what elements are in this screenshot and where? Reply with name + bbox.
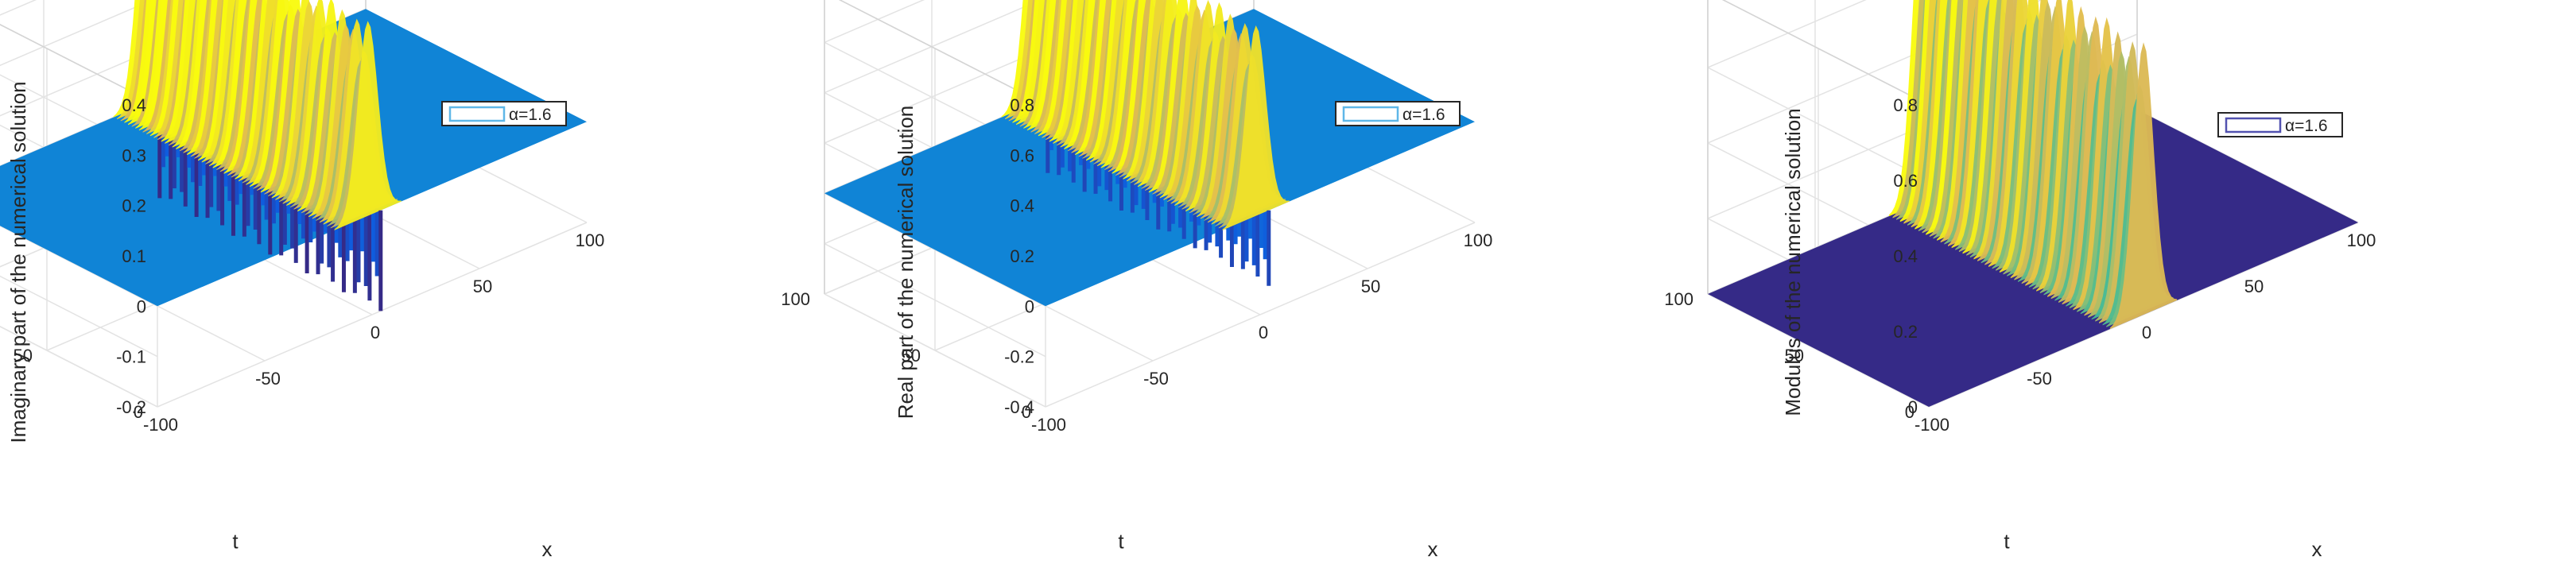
legend: α=1.6 (1335, 101, 1461, 126)
grid-line (824, 0, 925, 44)
x-tick-label: 100 (2347, 230, 2376, 250)
surface-mesh (824, 0, 1475, 307)
x-tick-label: 50 (2244, 277, 2264, 296)
t-axis-label: t (1118, 529, 1124, 553)
z-tick-label: 0.4 (1893, 246, 1918, 266)
axes-box-edge (1721, 0, 1930, 106)
z-axis-label: Imaginary part of the numerical solution (6, 81, 30, 443)
grid-line (1045, 222, 1476, 408)
z-tick-label: 0 (1025, 296, 1034, 316)
t-tick-label: 100 (1664, 289, 1693, 309)
x-tick-label: 0 (370, 323, 380, 342)
x-tick-label: 50 (1361, 277, 1380, 296)
surface-plot-imaginary: -0.2-0.100.10.20.30.4-100-50050100050100… (0, 0, 604, 561)
grid-line (157, 222, 588, 408)
axes-box-edge (838, 0, 1046, 106)
z-axis-label: Modulus of the numerical solution (1781, 108, 1805, 416)
z-tick-label: 0.6 (1893, 171, 1918, 191)
x-tick-label: -100 (1915, 415, 1949, 435)
x-tick-label: -50 (2027, 369, 2052, 389)
z-tick-label: 0.8 (1893, 95, 1918, 115)
z-tick-label: 0.1 (122, 246, 146, 266)
axes-box-edge (0, 24, 158, 106)
legend-swatch (2225, 117, 2282, 133)
t-axis-label: t (232, 529, 239, 553)
legend-label: α=1.6 (1402, 106, 1445, 124)
x-axis-label: x (2312, 537, 2322, 561)
z-tick-label: 0.4 (1010, 196, 1034, 216)
z-tick-label: 0.2 (122, 196, 146, 216)
surface-plot-real: -0.4 -0.2 0 0.2 0.4 0.6 0.8 -100 -50 0 50 100 0 50 100… (781, 0, 1492, 561)
z-tick-label: 0.8 (1010, 95, 1034, 115)
z-tick-label: 0.3 (122, 145, 146, 165)
x-tick-label: -100 (1031, 415, 1066, 435)
t-tick-label: 0 (1022, 402, 1031, 422)
x-tick-label: 50 (473, 277, 492, 296)
z-tick-label: 0.6 (1010, 145, 1034, 165)
z-tick-label: 0.2 (1010, 246, 1034, 266)
legend-label: α=1.6 (509, 106, 552, 124)
x-tick-label: -50 (1143, 369, 1169, 389)
z-tick-label: 0 (1908, 397, 1918, 417)
z-axis-label: Real part of the numerical solution (894, 106, 918, 420)
t-tick-label: 50 (902, 346, 921, 366)
surface-mesh (1708, 0, 2358, 407)
x-tick-label: 0 (2142, 323, 2151, 342)
x-axis-label: x (1428, 537, 1438, 561)
x-tick-label: 100 (1464, 230, 1493, 250)
z-tick-label: 0.2 (1893, 322, 1918, 342)
x-tick-label: -100 (143, 415, 178, 435)
z-tick-label: -0.2 (1004, 347, 1034, 367)
z-tick-label: -0.1 (116, 347, 146, 367)
legend-swatch (1342, 106, 1399, 122)
surface-strip (2109, 42, 2178, 330)
tick-labels: -0.4 -0.2 0 0.2 0.4 0.6 0.8 -100 -50 0 50 100 0 50 100 (781, 95, 1492, 435)
t-axis-label: t (2004, 529, 2010, 553)
x-tick-label: -50 (255, 369, 281, 389)
legend: α=1.6 (2217, 112, 2343, 137)
z-tick-label: 0 (137, 296, 146, 316)
t-tick-label: 50 (14, 346, 33, 366)
z-tick-label: -0.4 (1004, 397, 1034, 417)
t-tick-label: 100 (781, 289, 810, 309)
surface-strip (334, 21, 402, 230)
t-tick-label: 0 (1905, 402, 1915, 422)
x-axis-label: x (542, 537, 553, 561)
surface-mesh (0, 0, 587, 311)
z-tick-label: 0.4 (122, 95, 146, 115)
t-tick-label: 0 (134, 402, 143, 422)
grid-line (0, 0, 37, 16)
x-tick-label: 0 (1259, 323, 1268, 342)
z-tick-label: -0.2 (116, 397, 146, 417)
legend: α=1.6 (441, 101, 567, 126)
x-tick-label: 100 (576, 230, 605, 250)
legend-swatch (448, 106, 506, 122)
surface-plot-modulus: 0 0.2 0.4 0.6 0.8 -100 -50 0 50 100 0 50 100 Modulus … (1664, 0, 2376, 561)
grid-line (1707, 0, 1867, 68)
surface-strip (1222, 25, 1290, 230)
legend-label: α=1.6 (2285, 117, 2328, 135)
tick-labels: 0 0.2 0.4 0.6 0.8 -100 -50 0 50 100 0 50 100 (1664, 95, 2376, 435)
t-tick-label: 50 (1785, 346, 1804, 366)
